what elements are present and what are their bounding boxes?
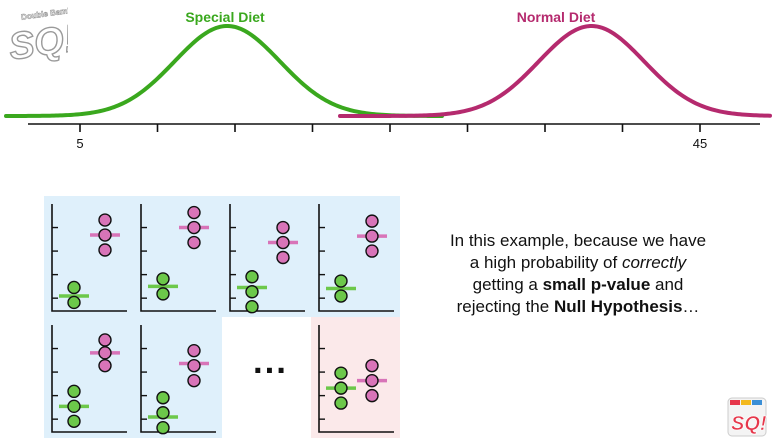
normal-diet-point [276,235,290,250]
normal-diet-point [187,220,201,235]
axis-tick-label-5: 5 [76,136,83,151]
axis-tick-labels: 5 45 [76,136,707,151]
sample-axes [318,325,394,433]
special-diet-point [67,399,81,414]
normal-diet-point [365,214,379,228]
special-diet-point [67,414,81,429]
sample-plot [311,317,400,438]
statquest-logo-small: SQ! [727,397,767,437]
normal-diet-point [187,235,201,250]
special-diet-point [156,287,170,301]
svg-text:SQ!: SQ! [6,18,68,68]
normal-diet-point [187,343,201,358]
samples-grid [44,196,400,438]
special-diet-point [156,421,170,435]
normal-diet-point [276,250,290,265]
normal-diet-point [365,373,379,388]
special-diet-point [334,396,348,410]
special-diet-curve [4,24,444,118]
sample-plot [133,196,222,317]
sample-axes [140,204,216,312]
sample-plot [222,196,311,317]
sample-plot [133,317,222,438]
statquest-logo: Double Bam!! SQ! [6,6,68,68]
caption-line-1: In this example, because we have [449,231,707,250]
normal-diet-point [98,228,112,242]
normal-diet-curve [338,23,772,118]
special-diet-point [156,406,170,420]
normal-diet-point [187,205,201,220]
normal-diet-point [98,243,112,257]
special-diet-point [67,295,81,310]
normal-diet-point [365,244,379,258]
special-diet-point [334,366,348,380]
normal-diet-point [276,220,290,235]
special-diet-point [334,289,348,303]
sample-axes [229,204,305,312]
normal-diet-point [365,358,379,373]
svg-text:SQ!: SQ! [731,413,767,435]
sample-axes [318,204,394,312]
special-diet-point [67,384,81,399]
normal-diet-point [98,346,112,360]
sample-axes [51,325,127,433]
special-diet-point [156,391,170,405]
axis-ticks [79,124,701,132]
distribution-plot: 5 45 Special Diet Normal Diet [4,9,772,151]
more-samples-ellipsis: ... [252,347,288,380]
special-diet-point [245,300,259,314]
sample-axes [140,325,216,433]
normal-diet-point [365,388,379,403]
normal-diet-point [187,373,201,388]
caption-line-4: rejecting the Null Hypothesis… [456,297,700,316]
normal-diet-point [187,358,201,373]
special-diet-point [245,270,259,284]
explanation-caption: In this example, because we have a high … [428,230,728,318]
axis-tick-label-45: 45 [693,136,707,151]
sample-plot [311,196,400,317]
caption-line-2: a high probability of correctly [469,253,687,272]
sample-plot [44,196,133,317]
special-diet-point [334,381,348,395]
normal-diet-point [98,358,112,373]
caption-line-3: getting a small p-value and [472,275,684,294]
special-diet-point [67,280,81,295]
normal-diet-label: Normal Diet [517,9,596,25]
special-diet-point [245,285,259,299]
special-diet-point [156,272,170,286]
special-diet-point [334,274,348,288]
normal-diet-point [365,229,379,243]
sample-plot [44,317,133,438]
sample-axes [51,204,127,312]
normal-diet-point [98,213,112,227]
special-diet-label: Special Diet [185,9,265,25]
normal-diet-point [98,333,112,347]
